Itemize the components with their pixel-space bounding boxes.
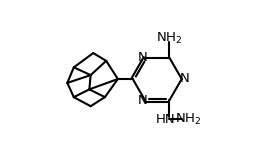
Text: NH$_2$: NH$_2$: [175, 112, 201, 127]
Text: N: N: [137, 94, 147, 107]
Text: NH$_2$: NH$_2$: [156, 30, 183, 46]
Text: N: N: [137, 51, 147, 64]
Text: N: N: [179, 73, 189, 85]
Text: HN: HN: [156, 113, 175, 126]
